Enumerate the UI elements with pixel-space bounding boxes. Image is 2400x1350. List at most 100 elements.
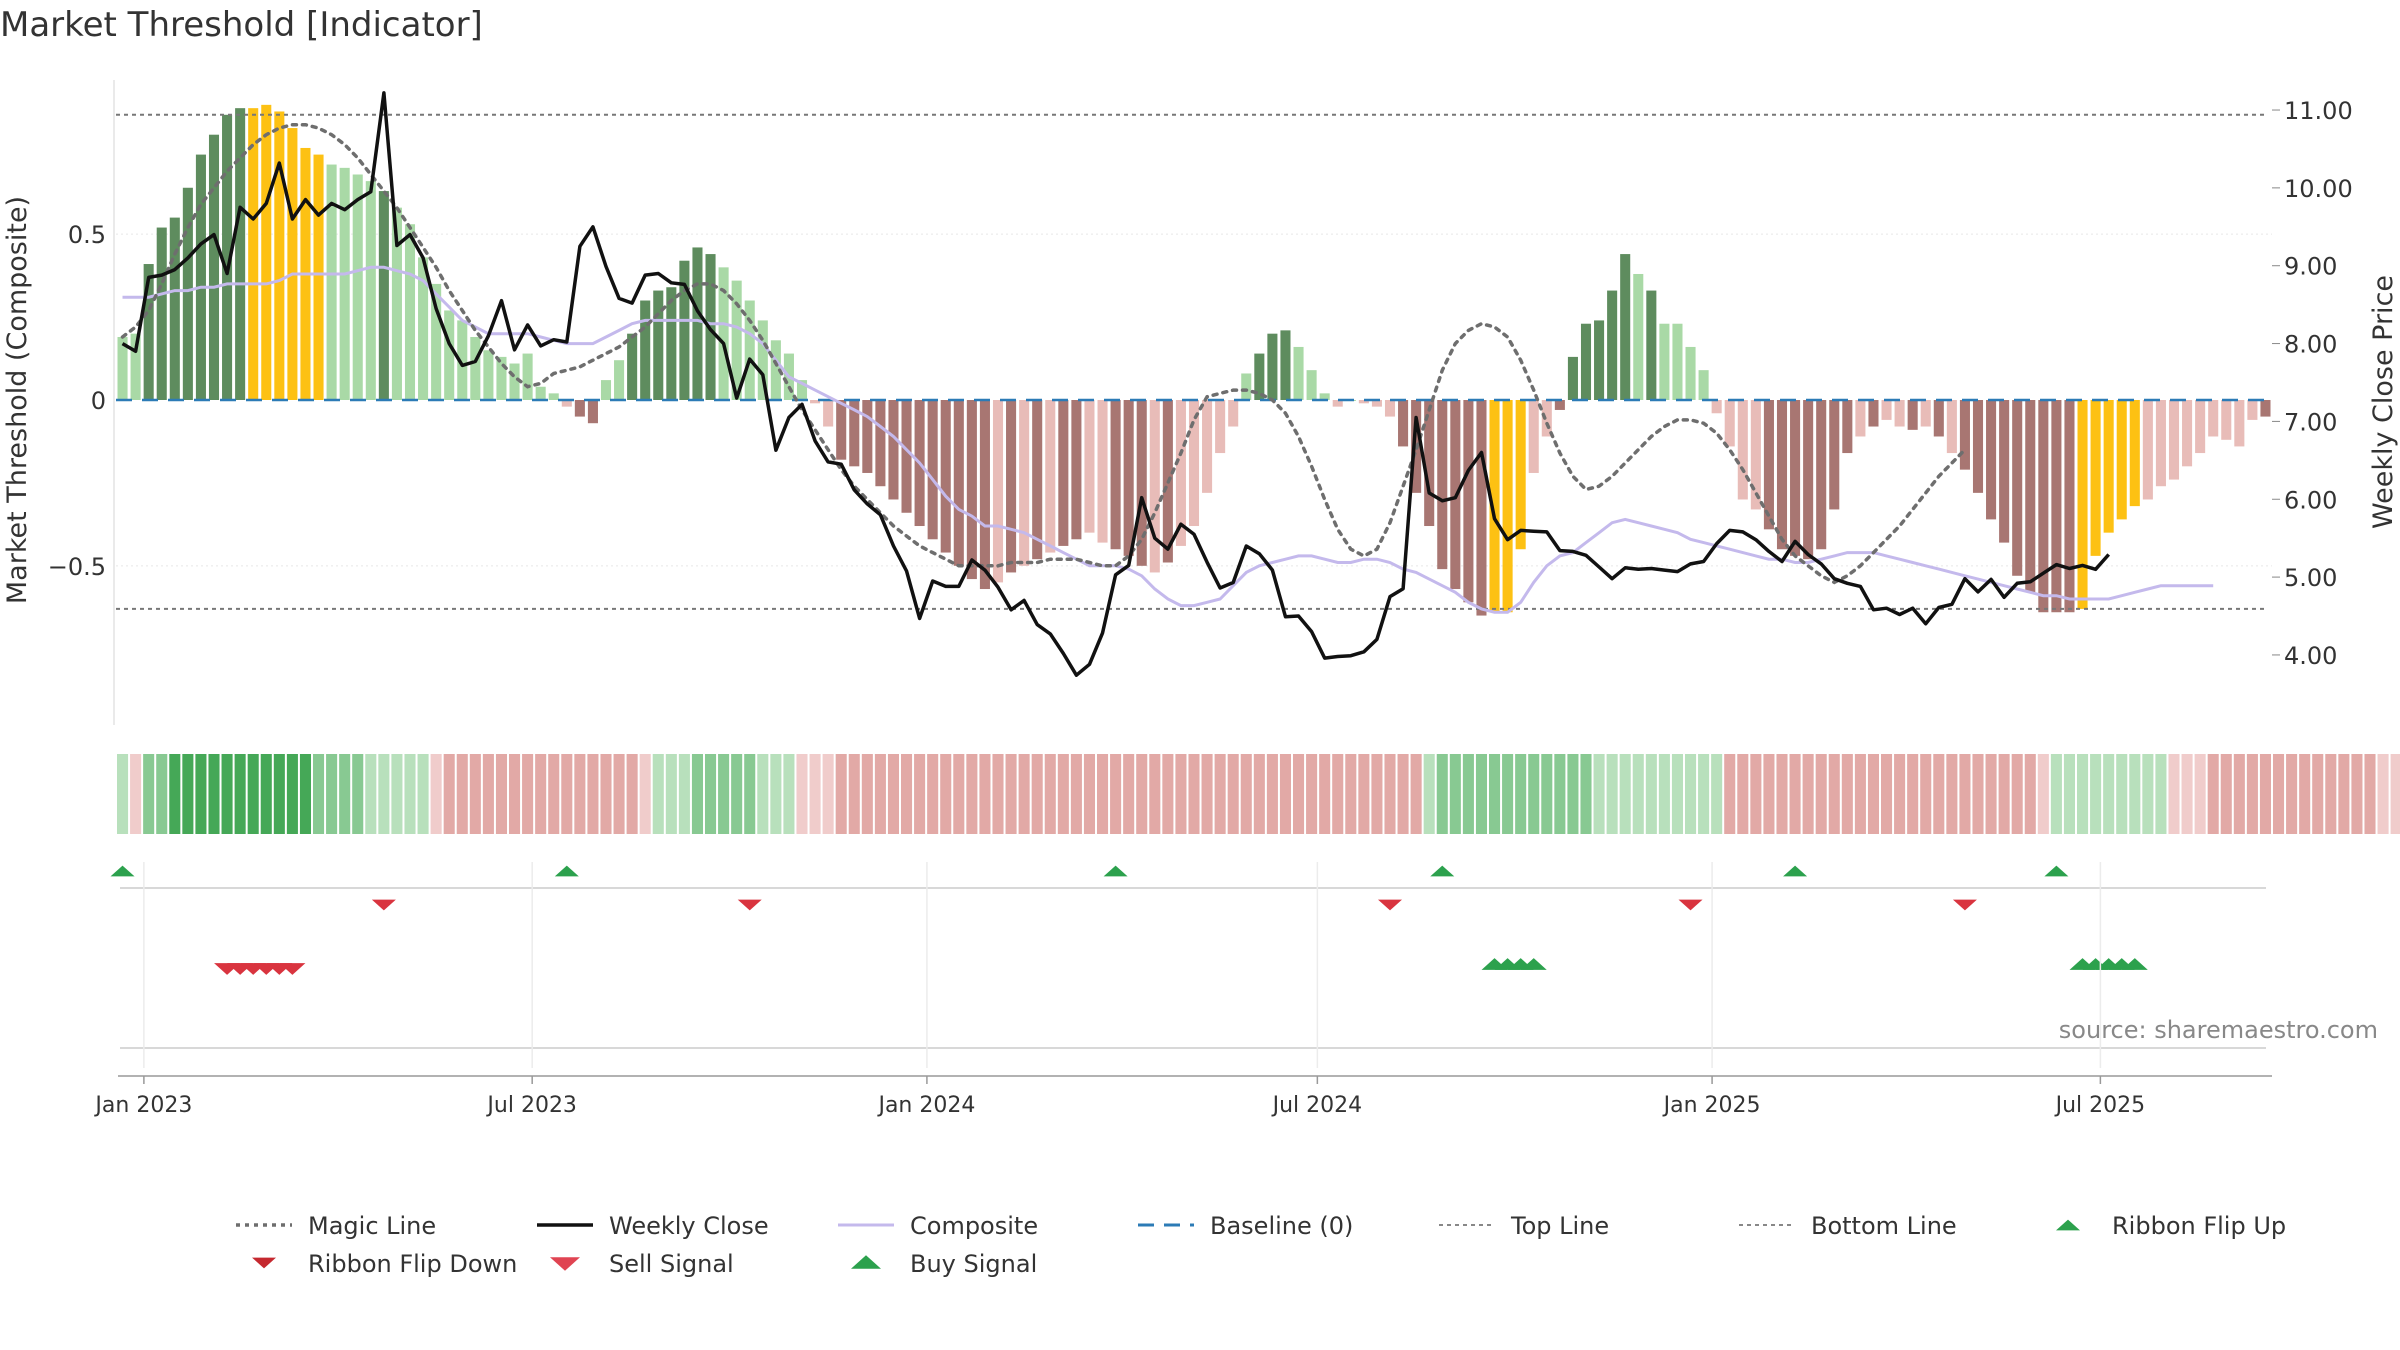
composite-bar (130, 333, 141, 400)
composite-bar (1332, 400, 1343, 407)
ribbon-cell (182, 754, 194, 834)
composite-bar (679, 260, 690, 400)
ribbon-cell (2207, 754, 2219, 834)
composite-bar (1920, 400, 1931, 427)
composite-bar (1280, 330, 1291, 400)
ribbon-cell (2168, 754, 2180, 834)
ribbon-cell (626, 754, 638, 834)
ribbon-cell (1227, 754, 1239, 834)
composite-bar (1110, 400, 1121, 550)
sell-signal-marker (279, 963, 306, 975)
ribbon-cell (1554, 754, 1566, 834)
composite-bar (1188, 400, 1200, 527)
composite-bar (1803, 400, 1814, 560)
composite-bar (1228, 400, 1239, 427)
composite-bar (718, 267, 729, 400)
right-tick-label: 8.00 (2284, 331, 2337, 359)
composite-bar (1424, 400, 1435, 527)
composite-bar (2077, 400, 2088, 609)
ribbon-cell (1907, 754, 1919, 834)
composite-bar (640, 300, 651, 400)
ribbon-cell (1867, 754, 1879, 834)
ribbon-cell (1854, 754, 1866, 834)
composite-bar (548, 393, 559, 400)
composite-bar (2090, 400, 2101, 556)
ribbon-cell (2142, 754, 2154, 834)
x-tick-label: Jul 2024 (1271, 1093, 1363, 1118)
ribbon-cell (2325, 754, 2337, 834)
legend-swatch-flip-up (2056, 1219, 2080, 1231)
composite-bar (1476, 400, 1487, 616)
composite-bar (1202, 400, 1213, 493)
composite-bar (1946, 400, 1957, 454)
ribbon-cell (299, 754, 311, 834)
ribbon-cell (2259, 754, 2271, 834)
ribbon-cell (1658, 754, 1670, 834)
ribbon-cell (2364, 754, 2376, 834)
composite-bar (2142, 400, 2153, 500)
composite-bar (587, 400, 598, 424)
composite-bar (1933, 400, 1944, 437)
ribbon-cell (1449, 754, 1461, 834)
ribbon-cell (208, 754, 220, 834)
ribbon-cell (1123, 754, 1135, 834)
composite-bar (169, 217, 180, 400)
composite-bar (326, 164, 337, 400)
ribbon-cell (1502, 754, 1514, 834)
composite-bar (1999, 400, 2010, 543)
composite-bar (2051, 400, 2062, 613)
composite-bar (313, 154, 324, 400)
ribbon-cell (2050, 754, 2062, 834)
right-tick-label: 5.00 (2284, 564, 2337, 592)
ribbon-cell (286, 754, 298, 834)
ribbon-cell (953, 754, 965, 834)
ribbon-cell (574, 754, 586, 834)
ribbon-cell (705, 754, 717, 834)
composite-bar (1685, 346, 1696, 400)
ribbon-cell (1306, 754, 1318, 834)
composite-bar (927, 400, 938, 540)
composite-bar (600, 380, 612, 400)
ribbon-cell (2037, 754, 2049, 834)
ribbon-cell (770, 754, 782, 834)
weekly-close-line (121, 91, 2111, 677)
ribbon-cell (1240, 754, 1252, 834)
composite-bar (1829, 400, 1840, 510)
ribbon-cell (1959, 754, 1971, 834)
legend-label: Weekly Close (609, 1212, 769, 1240)
composite-bar (1567, 356, 1578, 400)
composite-bar (1646, 290, 1657, 400)
composite-bar (1790, 400, 1801, 556)
composite-bar (470, 336, 481, 400)
ribbon-cell (156, 754, 168, 834)
ribbon-cell (1671, 754, 1683, 834)
ribbon-cell (1358, 754, 1370, 834)
composite-bar (901, 400, 912, 513)
left-tick-label: 0 (91, 387, 106, 415)
ribbon-cell (1436, 754, 1448, 834)
composite-bar (117, 336, 128, 400)
ribbon-cell (927, 754, 939, 834)
ribbon-cell (339, 754, 351, 834)
composite-bar (1463, 400, 1474, 603)
ribbon-cell (1410, 754, 1422, 834)
composite-bar (1084, 400, 1095, 533)
ribbon-cell (1253, 754, 1265, 834)
composite-bar (1816, 400, 1827, 550)
composite-bar (2260, 400, 2271, 417)
ribbon-cell (365, 754, 377, 834)
ribbon-cell (1162, 754, 1174, 834)
composite-bar (1750, 400, 1761, 510)
ribbon-cell (1515, 754, 1527, 834)
ribbon-cell (2286, 754, 2298, 834)
ribbon-cell (352, 754, 364, 834)
ribbon-cell (1789, 754, 1801, 834)
ribbon-cell (1005, 754, 1017, 834)
ribbon-cell (966, 754, 978, 834)
ribbon-cell (1332, 754, 1344, 834)
magic-line (120, 122, 1967, 585)
ribbon-cell (1541, 754, 1553, 834)
composite-bar (483, 350, 494, 400)
composite-bar (248, 108, 259, 400)
ribbon-cell (587, 754, 599, 834)
